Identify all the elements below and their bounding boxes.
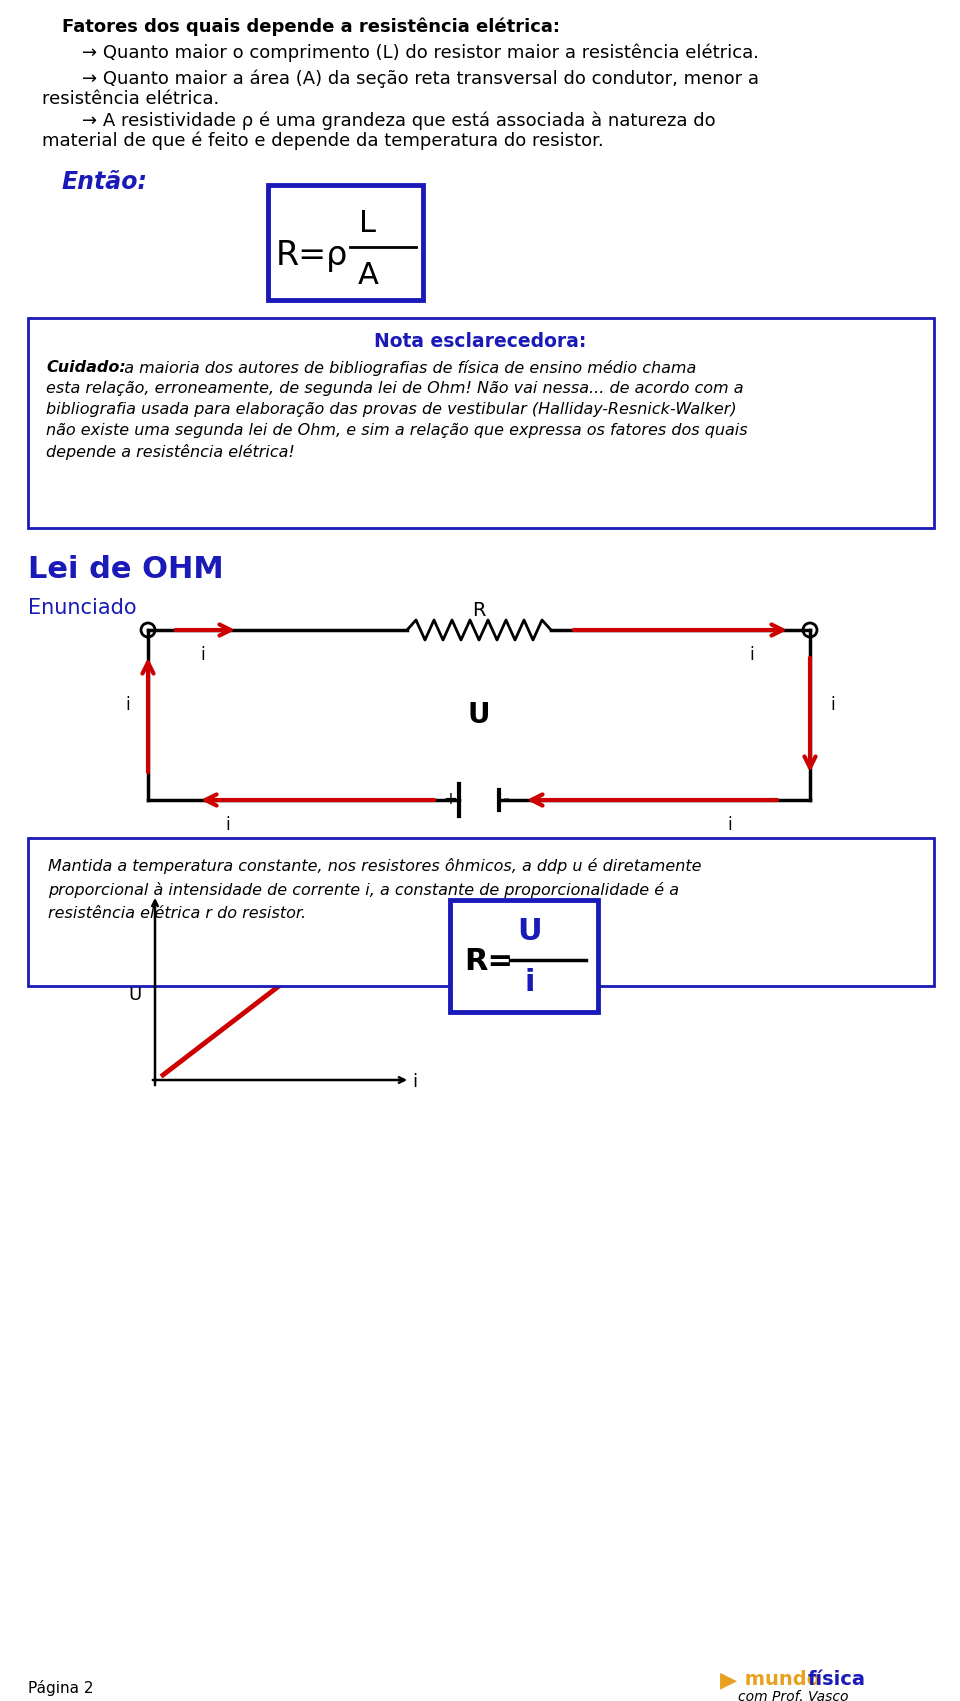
Text: L: L <box>359 209 376 238</box>
Text: R: R <box>472 600 486 619</box>
Text: A: A <box>357 260 378 289</box>
Text: U: U <box>129 987 142 1004</box>
Text: i: i <box>201 646 205 663</box>
Text: U: U <box>517 917 542 946</box>
Text: → A resistividade ρ é uma grandeza que está associada à natureza do: → A resistividade ρ é uma grandeza que e… <box>82 112 715 131</box>
Bar <box>28 839 934 987</box>
Text: Nota esclarecedora:: Nota esclarecedora: <box>373 332 587 350</box>
Text: resistência elétrica.: resistência elétrica. <box>42 90 219 107</box>
Text: física: física <box>808 1670 866 1689</box>
Text: i: i <box>750 646 755 663</box>
Text: i: i <box>413 1073 418 1090</box>
Text: +: + <box>444 789 457 808</box>
Text: Então:: Então: <box>62 170 148 194</box>
Text: i: i <box>126 696 131 714</box>
Text: proporcional à intensidade de corrente i, a constante de proporcionalidade é a: proporcional à intensidade de corrente i… <box>48 883 679 898</box>
Bar <box>450 900 598 1012</box>
Text: bibliografia usada para elaboração das provas de vestibular (Halliday-Resnick-Wa: bibliografia usada para elaboração das p… <box>46 401 736 417</box>
Bar <box>28 318 934 527</box>
Text: Cuidado:: Cuidado: <box>46 361 126 374</box>
Text: i: i <box>525 968 536 997</box>
Text: → Quanto maior a área (A) da seção reta transversal do condutor, menor a: → Quanto maior a área (A) da seção reta … <box>82 70 759 88</box>
Text: depende a resistência elétrica!: depende a resistência elétrica! <box>46 444 295 459</box>
Text: mundo: mundo <box>738 1670 820 1689</box>
Text: Página 2: Página 2 <box>28 1681 93 1696</box>
Text: esta relação, erroneamente, de segunda lei de Ohm! Não vai nessa... de acordo co: esta relação, erroneamente, de segunda l… <box>46 381 743 396</box>
Text: i: i <box>226 816 230 833</box>
Text: material de que é feito e depende da temperatura do resistor.: material de que é feito e depende da tem… <box>42 133 604 150</box>
Text: R=: R= <box>464 946 514 975</box>
Text: U: U <box>468 701 491 730</box>
Text: com Prof. Vasco: com Prof. Vasco <box>738 1691 849 1701</box>
Text: ▶: ▶ <box>720 1670 737 1691</box>
Text: Mantida a temperatura constante, nos resistores ôhmicos, a ddp u é diretamente: Mantida a temperatura constante, nos res… <box>48 857 702 874</box>
Text: Lei de OHM: Lei de OHM <box>28 555 224 583</box>
Text: i: i <box>830 696 834 714</box>
Text: → Quanto maior o comprimento (L) do resistor maior a resistência elétrica.: → Quanto maior o comprimento (L) do resi… <box>82 44 759 63</box>
Text: Fatores dos quais depende a resistência elétrica:: Fatores dos quais depende a resistência … <box>62 19 560 36</box>
Text: não existe uma segunda lei de Ohm, e sim a relação que expressa os fatores dos q: não existe uma segunda lei de Ohm, e sim… <box>46 424 748 437</box>
Text: a maioria dos autores de bibliografias de física de ensino médio chama: a maioria dos autores de bibliografias d… <box>114 361 696 376</box>
Text: resistência elétrica r do resistor.: resistência elétrica r do resistor. <box>48 907 306 920</box>
Text: i: i <box>728 816 732 833</box>
Text: Enunciado: Enunciado <box>28 599 136 617</box>
Bar <box>268 185 423 299</box>
Text: -: - <box>503 789 510 808</box>
Text: R=ρ: R=ρ <box>276 238 348 272</box>
